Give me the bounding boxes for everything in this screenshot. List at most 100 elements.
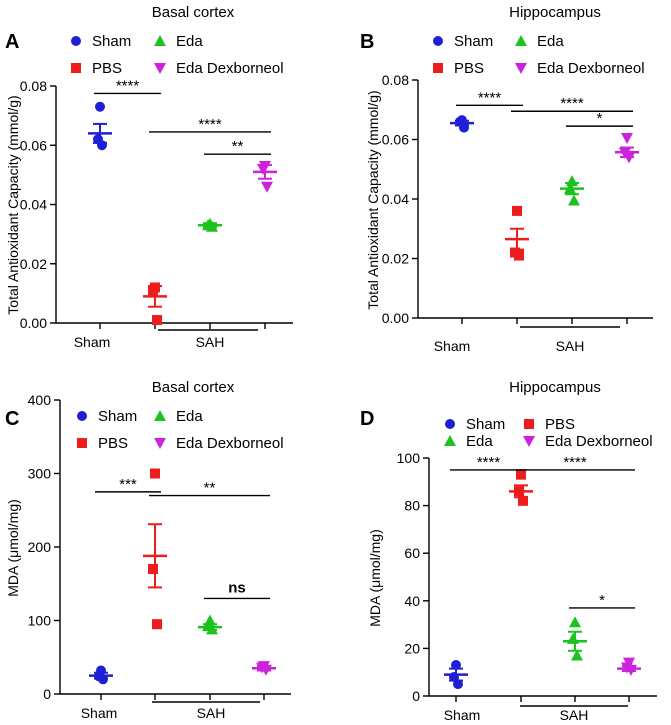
data-point	[148, 564, 158, 575]
x-category-sah: SAH	[197, 705, 226, 721]
data-point	[95, 101, 105, 112]
x-category-sah: SAH	[560, 707, 589, 723]
legend-label: PBS	[92, 60, 122, 77]
legend-marker	[515, 35, 527, 46]
panel-d-chart: D Hippocampus Sham PBS Eda Eda Dexborneol 0 20 4…	[360, 379, 657, 723]
panel-c-chart: C Basal cortex Sham Eda PBS Eda Dexborneol 0 10…	[5, 379, 291, 721]
significance-label: *	[597, 110, 603, 127]
legend-label: PBS	[545, 416, 575, 433]
legend-marker	[523, 436, 535, 447]
legend-marker	[71, 63, 81, 73]
data-point	[568, 194, 580, 206]
y-tick-label: 0.04	[382, 191, 409, 207]
legend-marker	[154, 438, 166, 449]
data-point	[569, 616, 581, 628]
legend-marker	[433, 63, 443, 73]
panel-label: C	[5, 408, 19, 430]
y-tick-label: 300	[28, 466, 52, 482]
y-tick-label: 20	[404, 640, 420, 656]
chart-title: Hippocampus	[509, 4, 601, 21]
y-axis-label: Total Antioxidant Capacity (mmol/g)	[365, 90, 381, 309]
panel-a-chart: A Basal cortex Sham Eda PBS Eda Dexborneol 0.0…	[5, 4, 293, 350]
y-tick-label: 0.04	[20, 197, 47, 213]
legend-label: Eda	[176, 408, 203, 425]
y-tick-label: 80	[404, 498, 420, 514]
x-category-sham: Sham	[81, 705, 118, 721]
data-point	[451, 660, 461, 671]
data-point	[152, 619, 162, 630]
legend-marker	[154, 63, 166, 74]
legend-label: Sham	[92, 33, 131, 50]
y-axis-label: Total Antioxidant Capacity (mmol/g)	[5, 95, 21, 314]
chart-title: Basal cortex	[152, 379, 235, 396]
significance-label: *	[599, 592, 605, 609]
y-tick-label: 100	[28, 613, 52, 629]
y-tick-label: 0.06	[382, 132, 409, 148]
significance-label: ns	[228, 579, 246, 596]
chart-title: Hippocampus	[509, 379, 601, 396]
y-tick-label: 0.08	[382, 72, 409, 88]
y-tick-label: 0.02	[20, 256, 47, 272]
data-point	[571, 649, 583, 661]
data-point	[621, 133, 633, 145]
legend-label: Eda	[537, 33, 564, 50]
y-tick-label: 200	[28, 539, 52, 555]
significance-label: ****	[478, 89, 502, 106]
data-point	[148, 285, 158, 296]
legend-label: Sham	[98, 408, 137, 425]
legend-label: Eda	[466, 433, 493, 450]
y-axis-label: MDA (μmol/mg)	[5, 499, 21, 597]
legend-label: Eda Dexborneol	[176, 60, 284, 77]
data-point	[518, 495, 528, 506]
y-tick-label: 0	[412, 688, 420, 704]
legend-marker	[524, 419, 534, 429]
y-tick-label: 0.06	[20, 137, 47, 153]
y-tick-label: 100	[397, 450, 421, 466]
significance-label: ****	[116, 77, 140, 94]
legend-marker	[154, 35, 166, 46]
x-category-sah: SAH	[556, 338, 585, 354]
significance-label: ****	[477, 454, 501, 471]
x-category-sham: Sham	[444, 707, 481, 723]
legend-marker	[71, 36, 81, 46]
y-tick-label: 0.00	[382, 310, 409, 326]
y-tick-label: 400	[28, 392, 52, 408]
y-tick-label: 0.02	[382, 251, 409, 267]
legend-marker	[444, 435, 456, 446]
legend-label: Eda Dexborneol	[176, 435, 284, 452]
data-point	[97, 140, 107, 151]
panel-b-chart: B Hippocampus Sham Eda PBS Eda Dexborneol 0.00…	[360, 4, 653, 354]
legend-label: PBS	[98, 435, 128, 452]
data-point	[516, 469, 526, 480]
y-tick-label: 0.08	[20, 78, 47, 94]
legend-label: Sham	[466, 416, 505, 433]
x-category-sham: Sham	[74, 334, 111, 350]
legend-marker	[445, 419, 455, 429]
y-tick-label: 60	[404, 545, 420, 561]
x-category-sah: SAH	[196, 334, 225, 350]
panel-label: A	[5, 31, 19, 53]
significance-label: **	[232, 138, 244, 155]
significance-label: ****	[563, 454, 587, 471]
chart-title: Basal cortex	[152, 4, 235, 21]
data-point	[514, 250, 524, 261]
data-point	[206, 623, 218, 635]
significance-label: ****	[560, 95, 584, 112]
data-point	[150, 468, 160, 479]
significance-label: **	[204, 480, 216, 497]
legend-marker	[77, 438, 87, 448]
significance-label: ***	[119, 476, 137, 493]
data-point	[453, 679, 463, 690]
legend-label: Eda Dexborneol	[537, 60, 645, 77]
legend-marker	[515, 63, 527, 74]
y-tick-label: 0.00	[20, 315, 47, 331]
data-point	[152, 315, 162, 326]
legend-marker	[433, 36, 443, 46]
panel-label: B	[360, 31, 374, 53]
legend-label: PBS	[454, 60, 484, 77]
y-axis-label: MDA (μmol/mg)	[367, 529, 383, 627]
y-tick-label: 0	[43, 686, 51, 702]
legend-marker	[154, 410, 166, 421]
panel-label: D	[360, 408, 374, 430]
